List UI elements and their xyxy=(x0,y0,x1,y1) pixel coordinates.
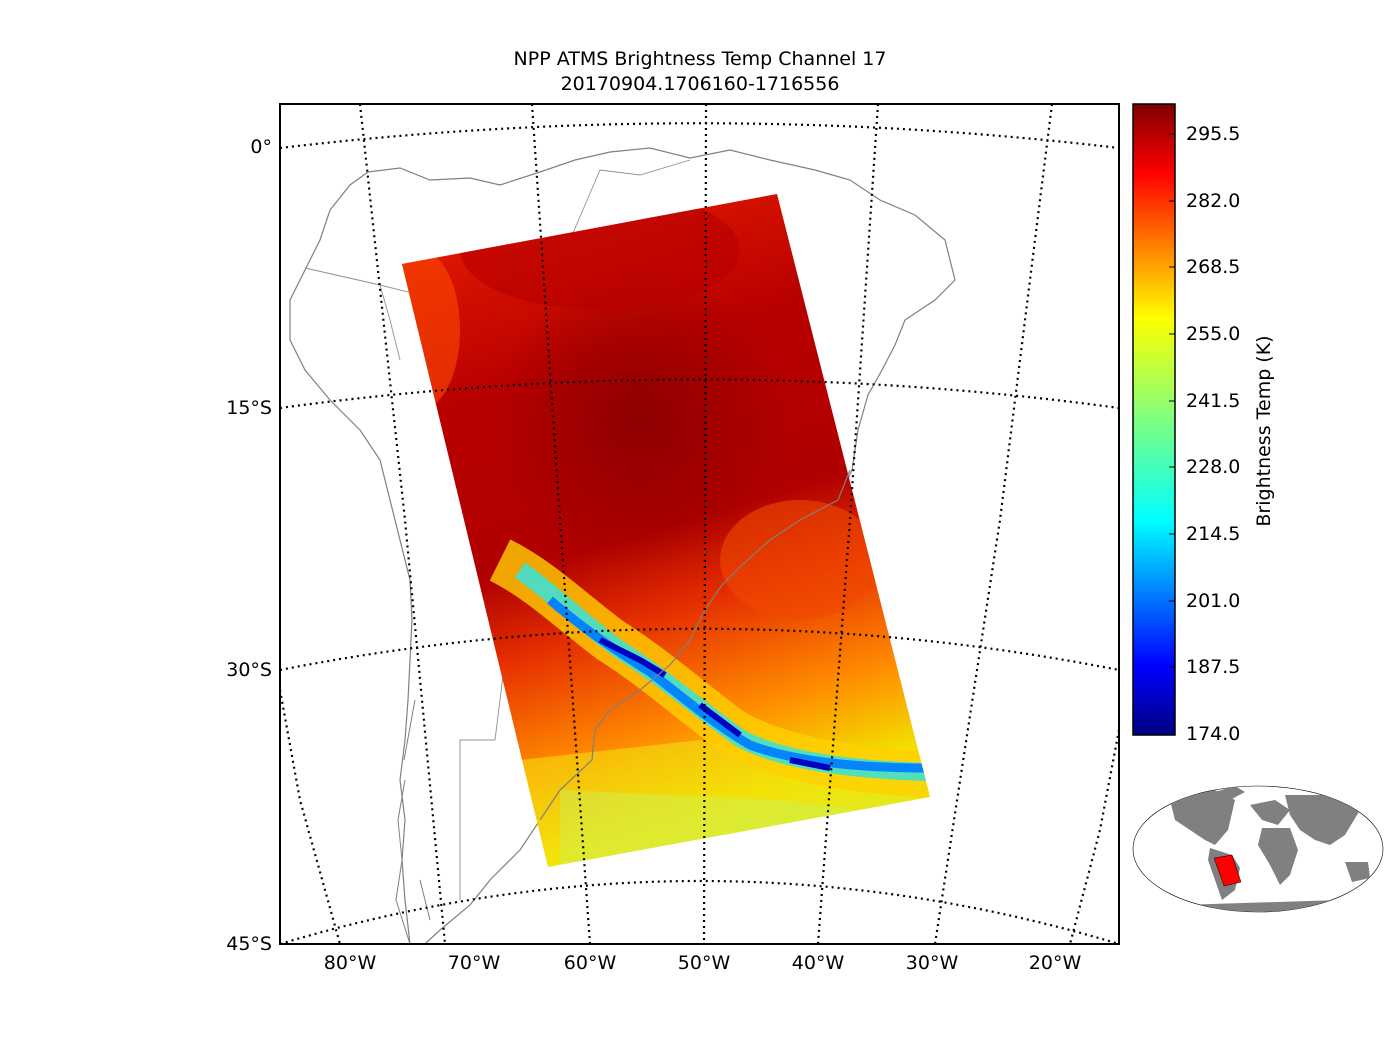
colorbar-tick-label: 255.0 xyxy=(1186,323,1241,345)
meridian-90w xyxy=(280,689,342,944)
colorbar-tick-label: 241.5 xyxy=(1186,390,1241,412)
lon-label-40w: 40°W xyxy=(791,952,845,974)
parallel-0 xyxy=(280,122,1119,150)
lat-label-0: 0° xyxy=(250,136,272,158)
graticule xyxy=(280,104,1119,944)
lat-label-45s: 45°S xyxy=(226,933,272,955)
lon-label-80w: 80°W xyxy=(323,952,377,974)
lon-label-60w: 60°W xyxy=(563,952,617,974)
meridian-30w xyxy=(933,104,1054,944)
colorbar-tick-label: 228.0 xyxy=(1186,456,1241,478)
colorbar-tick-label: 174.0 xyxy=(1186,723,1241,745)
lon-label-50w: 50°W xyxy=(677,952,731,974)
lon-label-20w: 20°W xyxy=(1028,952,1082,974)
lon-label-30w: 30°W xyxy=(905,952,959,974)
parallel-30s xyxy=(280,627,1119,672)
lat-label-30s: 30°S xyxy=(226,659,272,681)
colorbar-tick-label: 187.5 xyxy=(1186,656,1241,678)
colorbar xyxy=(1132,103,1176,736)
meridian-50w xyxy=(702,104,708,944)
chile-coast xyxy=(395,699,431,944)
map-frame xyxy=(279,103,1120,945)
colorbar-tick-label: 295.5 xyxy=(1186,123,1241,145)
meridian-80w xyxy=(358,104,447,944)
meridian-40w xyxy=(816,104,880,944)
colorbar-ticks xyxy=(1169,133,1175,668)
colorbar-tick-label: 268.5 xyxy=(1186,256,1241,278)
colorbar-tick-label: 214.5 xyxy=(1186,523,1241,545)
meridian-20w xyxy=(1068,729,1119,944)
swath-coastline-overlay xyxy=(539,469,851,821)
colorbar-tick-label: 201.0 xyxy=(1186,590,1241,612)
parallel-45s xyxy=(280,879,1119,944)
lon-label-70w: 70°W xyxy=(447,952,501,974)
lat-label-15s: 15°S xyxy=(226,397,272,419)
meridian-60w xyxy=(530,104,592,944)
chart-subtitle: 20170904.1706160-1716556 xyxy=(560,73,840,95)
colorbar-label: Brightness Temp (K) xyxy=(1253,335,1275,527)
colorbar-tick-label: 282.0 xyxy=(1186,190,1241,212)
parallel-15s xyxy=(280,378,1119,410)
world-locator-inset xyxy=(1132,785,1384,913)
chart-title: NPP ATMS Brightness Temp Channel 17 xyxy=(513,48,887,70)
brightness-temp-swath xyxy=(402,194,930,867)
swath-locator xyxy=(1213,854,1242,887)
